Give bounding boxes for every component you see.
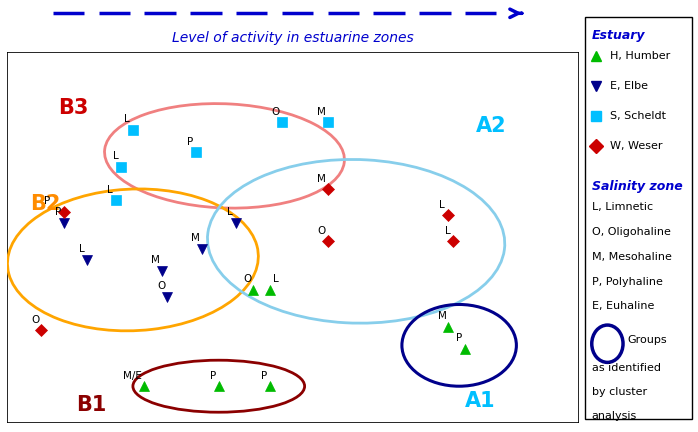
Text: A2: A2 [476, 116, 507, 136]
Text: L: L [124, 114, 130, 124]
Text: M/E: M/E [124, 371, 142, 381]
Text: E, Elbe: E, Elbe [609, 81, 648, 91]
Text: P: P [187, 137, 193, 146]
Text: analysis: analysis [592, 411, 637, 421]
Text: L: L [228, 207, 233, 217]
Text: M: M [318, 174, 326, 184]
Text: P: P [210, 371, 216, 381]
Text: L: L [439, 200, 445, 210]
Text: W, Weser: W, Weser [609, 141, 662, 151]
Text: O, Oligohaline: O, Oligohaline [592, 227, 671, 237]
Text: M: M [191, 233, 200, 243]
Text: Salinity zone: Salinity zone [592, 180, 683, 193]
Text: B3: B3 [59, 98, 89, 118]
Text: Estuary: Estuary [592, 29, 645, 42]
Text: A1: A1 [465, 391, 496, 411]
Text: L: L [107, 185, 113, 195]
Text: P, Polyhaline: P, Polyhaline [592, 276, 662, 286]
Text: P: P [262, 371, 267, 381]
Text: M, Mesohaline: M, Mesohaline [592, 252, 671, 262]
Text: M: M [318, 107, 326, 117]
Text: S, Scheldt: S, Scheldt [609, 111, 666, 121]
Text: Groups: Groups [628, 335, 667, 345]
Text: M: M [438, 311, 447, 321]
Text: M: M [151, 255, 161, 265]
Text: P: P [55, 207, 61, 217]
Text: L: L [273, 274, 279, 284]
Text: E, Euhaline: E, Euhaline [592, 302, 654, 311]
Text: O: O [243, 274, 251, 284]
Text: P: P [44, 196, 50, 206]
Text: L: L [113, 152, 119, 162]
Text: L: L [445, 226, 451, 236]
Text: O: O [272, 107, 280, 117]
Text: P: P [456, 334, 462, 343]
Text: L: L [78, 245, 84, 254]
Text: Level of activity in estuarine zones: Level of activity in estuarine zones [172, 31, 414, 45]
Text: O: O [31, 315, 40, 325]
Text: B2: B2 [30, 194, 60, 214]
Text: O: O [157, 282, 165, 292]
Text: H, Humber: H, Humber [609, 51, 670, 61]
Text: L, Limnetic: L, Limnetic [592, 202, 653, 212]
Text: by cluster: by cluster [592, 387, 647, 397]
Text: O: O [318, 226, 326, 236]
Text: as identified: as identified [592, 363, 661, 373]
Text: B1: B1 [75, 395, 106, 415]
